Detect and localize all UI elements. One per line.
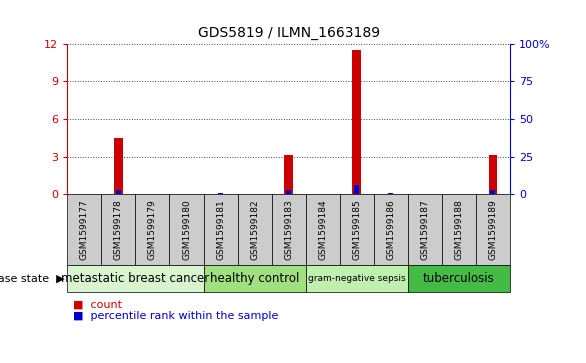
Bar xyxy=(114,138,122,194)
Bar xyxy=(237,194,271,265)
Text: GSM1599188: GSM1599188 xyxy=(454,199,464,260)
Bar xyxy=(408,265,510,292)
Text: GSM1599183: GSM1599183 xyxy=(284,199,293,260)
Bar xyxy=(203,194,237,265)
Bar xyxy=(355,185,359,194)
Bar xyxy=(306,194,340,265)
Bar xyxy=(340,194,374,265)
Bar xyxy=(135,194,169,265)
Bar xyxy=(489,155,497,194)
Title: GDS5819 / ILMN_1663189: GDS5819 / ILMN_1663189 xyxy=(197,26,380,40)
Text: GSM1599179: GSM1599179 xyxy=(148,199,157,260)
Bar xyxy=(374,194,408,265)
Bar xyxy=(408,194,442,265)
Bar xyxy=(67,194,101,265)
Text: ■  count: ■ count xyxy=(73,300,122,310)
Text: GSM1599187: GSM1599187 xyxy=(420,199,429,260)
Bar xyxy=(271,194,306,265)
Text: GSM1599186: GSM1599186 xyxy=(386,199,395,260)
Text: healthy control: healthy control xyxy=(210,272,299,285)
Text: GSM1599184: GSM1599184 xyxy=(318,199,327,260)
Text: GSM1599178: GSM1599178 xyxy=(114,199,123,260)
Text: GSM1599181: GSM1599181 xyxy=(216,199,225,260)
Bar xyxy=(116,190,121,194)
Text: GSM1599189: GSM1599189 xyxy=(488,199,498,260)
Text: GSM1599185: GSM1599185 xyxy=(352,199,361,260)
Bar xyxy=(67,265,203,292)
Text: ■  percentile rank within the sample: ■ percentile rank within the sample xyxy=(73,311,278,321)
Bar xyxy=(169,194,203,265)
Text: GSM1599177: GSM1599177 xyxy=(80,199,89,260)
Text: GSM1599182: GSM1599182 xyxy=(250,199,259,260)
Bar xyxy=(218,193,223,194)
Bar xyxy=(101,194,135,265)
Text: gram-negative sepsis: gram-negative sepsis xyxy=(308,274,406,283)
Bar xyxy=(423,193,427,194)
Bar xyxy=(352,50,361,194)
Bar xyxy=(389,193,393,194)
Text: GSM1599180: GSM1599180 xyxy=(182,199,191,260)
Text: tuberculosis: tuberculosis xyxy=(423,272,495,285)
Bar xyxy=(306,265,408,292)
Text: metastatic breast cancer: metastatic breast cancer xyxy=(62,272,210,285)
Bar xyxy=(203,265,306,292)
Bar xyxy=(284,155,293,194)
Bar xyxy=(287,190,291,194)
Bar xyxy=(476,194,510,265)
Text: disease state  ▶: disease state ▶ xyxy=(0,274,64,284)
Bar xyxy=(490,191,495,194)
Bar xyxy=(442,194,476,265)
